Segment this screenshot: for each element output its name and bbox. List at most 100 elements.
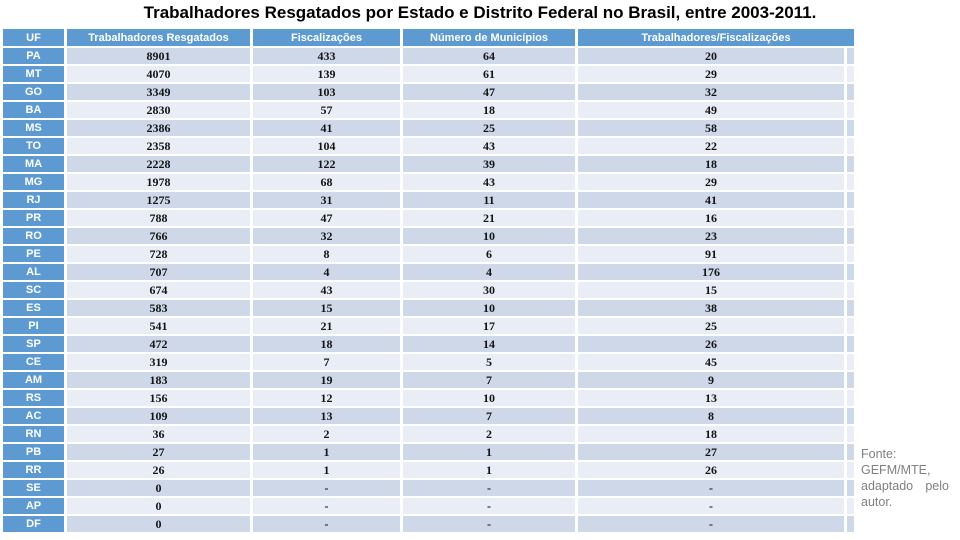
cell-razao: 13 (578, 390, 844, 406)
cell-municipios: 18 (403, 102, 575, 118)
cell-fiscalizacoes: - (253, 480, 400, 496)
cell-resgatados: 541 (67, 318, 250, 334)
cell-razao: - (578, 480, 844, 496)
cell-municipios: 5 (403, 354, 575, 370)
cell-razao: 25 (578, 318, 844, 334)
table-row: PA 8901 433 64 20 (3, 48, 854, 64)
cell-municipios: 25 (403, 120, 575, 136)
table-row: ES 583 15 10 38 (3, 300, 854, 316)
cell-fiscalizacoes: 433 (253, 48, 400, 64)
cell-resgatados: 2386 (67, 120, 250, 136)
cell-resgatados: 728 (67, 246, 250, 262)
cell-spacer (847, 372, 854, 388)
cell-resgatados: 472 (67, 336, 250, 352)
cell-fiscalizacoes: 31 (253, 192, 400, 208)
cell-uf: RN (3, 426, 64, 442)
cell-spacer (847, 318, 854, 334)
cell-fiscalizacoes: 4 (253, 264, 400, 280)
cell-razao: 15 (578, 282, 844, 298)
cell-razao: 91 (578, 246, 844, 262)
cell-uf: SP (3, 336, 64, 352)
cell-resgatados: 766 (67, 228, 250, 244)
table-row: PE 728 8 6 91 (3, 246, 854, 262)
table-row: AC 109 13 7 8 (3, 408, 854, 424)
cell-fiscalizacoes: 12 (253, 390, 400, 406)
cell-spacer (847, 138, 854, 154)
cell-municipios: 10 (403, 228, 575, 244)
cell-fiscalizacoes: - (253, 516, 400, 532)
cell-uf: RJ (3, 192, 64, 208)
cell-razao: 49 (578, 102, 844, 118)
cell-resgatados: 583 (67, 300, 250, 316)
cell-municipios: 10 (403, 300, 575, 316)
cell-resgatados: 109 (67, 408, 250, 424)
cell-fiscalizacoes: 21 (253, 318, 400, 334)
cell-uf: DF (3, 516, 64, 532)
cell-spacer (847, 66, 854, 82)
cell-spacer (847, 246, 854, 262)
cell-uf: PR (3, 210, 64, 226)
cell-uf: MG (3, 174, 64, 190)
table-row: MG 1978 68 43 29 (3, 174, 854, 190)
cell-razao: 26 (578, 336, 844, 352)
cell-resgatados: 2830 (67, 102, 250, 118)
cell-resgatados: 36 (67, 426, 250, 442)
cell-razao: 18 (578, 156, 844, 172)
cell-uf: PE (3, 246, 64, 262)
cell-resgatados: 27 (67, 444, 250, 460)
cell-municipios: 30 (403, 282, 575, 298)
column-header-municipios: Número de Municípios (403, 29, 575, 46)
cell-resgatados: 183 (67, 372, 250, 388)
cell-spacer (847, 156, 854, 172)
cell-spacer (847, 354, 854, 370)
cell-spacer (847, 408, 854, 424)
table-row: RO 766 32 10 23 (3, 228, 854, 244)
cell-razao: 38 (578, 300, 844, 316)
cell-fiscalizacoes: 19 (253, 372, 400, 388)
source-note: Fonte: GEFM/MTE, adaptado pelo autor. (861, 447, 949, 509)
cell-resgatados: 319 (67, 354, 250, 370)
cell-fiscalizacoes: 1 (253, 462, 400, 478)
table-row: AP 0 - - - (3, 498, 854, 514)
cell-fiscalizacoes: 32 (253, 228, 400, 244)
cell-razao: 23 (578, 228, 844, 244)
cell-municipios: 10 (403, 390, 575, 406)
cell-municipios: 47 (403, 84, 575, 100)
column-header-resgatados: Trabalhadores Resgatados (67, 29, 250, 46)
cell-municipios: 1 (403, 444, 575, 460)
cell-uf: CE (3, 354, 64, 370)
cell-fiscalizacoes: 1 (253, 444, 400, 460)
cell-uf: AP (3, 498, 64, 514)
cell-municipios: 11 (403, 192, 575, 208)
cell-fiscalizacoes: 68 (253, 174, 400, 190)
table-row: PR 788 47 21 16 (3, 210, 854, 226)
cell-resgatados: 8901 (67, 48, 250, 64)
cell-razao: 26 (578, 462, 844, 478)
cell-municipios: 7 (403, 408, 575, 424)
cell-municipios: 43 (403, 138, 575, 154)
cell-uf: PI (3, 318, 64, 334)
cell-razao: 18 (578, 426, 844, 442)
cell-razao: - (578, 498, 844, 514)
cell-fiscalizacoes: 57 (253, 102, 400, 118)
cell-spacer (847, 264, 854, 280)
cell-municipios: - (403, 498, 575, 514)
cell-municipios: 64 (403, 48, 575, 64)
cell-uf: TO (3, 138, 64, 154)
table-row: SP 472 18 14 26 (3, 336, 854, 352)
table-row: MS 2386 41 25 58 (3, 120, 854, 136)
table-body: PA 8901 433 64 20 MT 4070 139 61 29 GO 3… (3, 48, 854, 532)
cell-fiscalizacoes: 43 (253, 282, 400, 298)
cell-fiscalizacoes: 139 (253, 66, 400, 82)
cell-uf: RO (3, 228, 64, 244)
cell-uf: AL (3, 264, 64, 280)
cell-resgatados: 3349 (67, 84, 250, 100)
page-title: Trabalhadores Resgatados por Estado e Di… (143, 3, 817, 22)
table-row: PI 541 21 17 25 (3, 318, 854, 334)
cell-fiscalizacoes: 103 (253, 84, 400, 100)
table-row: CE 319 7 5 45 (3, 354, 854, 370)
cell-spacer (847, 462, 854, 478)
cell-fiscalizacoes: 41 (253, 120, 400, 136)
cell-spacer (847, 480, 854, 496)
